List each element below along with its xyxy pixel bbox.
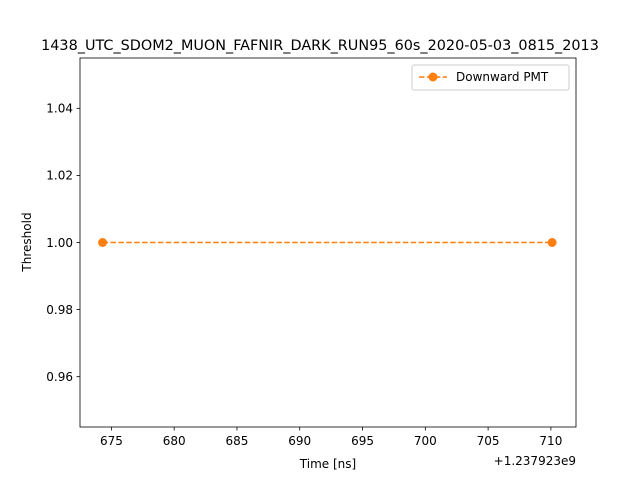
y-tick-label: 1.04 bbox=[46, 102, 73, 116]
x-tick-label: 695 bbox=[351, 434, 374, 448]
series-layer bbox=[98, 238, 557, 247]
x-axis-ticks: 675 680 685 690 695 700 705 710 bbox=[100, 427, 562, 448]
y-axis-label: Threshold bbox=[20, 212, 34, 272]
legend-label-downward-pmt: Downward PMT bbox=[456, 70, 549, 84]
y-tick-label: 0.96 bbox=[46, 370, 73, 384]
legend: Downward PMT bbox=[411, 64, 570, 91]
legend-frame bbox=[411, 64, 570, 91]
data-point bbox=[98, 238, 108, 247]
x-tick-label: 700 bbox=[414, 434, 437, 448]
x-tick-label: 685 bbox=[226, 434, 249, 448]
data-point bbox=[547, 238, 557, 247]
legend-marker bbox=[428, 72, 438, 82]
x-axis-offset-label: +1.237923e9 bbox=[494, 454, 576, 468]
y-tick-label: 1.00 bbox=[46, 236, 73, 250]
x-tick-label: 705 bbox=[477, 434, 500, 448]
x-tick-label: 710 bbox=[539, 434, 562, 448]
x-tick-label: 680 bbox=[163, 434, 186, 448]
x-tick-label: 690 bbox=[288, 434, 311, 448]
x-axis-label: Time [ns] bbox=[299, 457, 356, 471]
chart-title: 1438_UTC_SDOM2_MUON_FAFNIR_DARK_RUN95_60… bbox=[41, 38, 599, 54]
y-tick-label: 0.98 bbox=[46, 303, 73, 317]
plot-frame bbox=[79, 57, 577, 428]
x-tick-label: 675 bbox=[100, 434, 123, 448]
y-tick-label: 1.02 bbox=[46, 169, 73, 183]
y-axis-ticks: 0.96 0.98 1.00 1.02 1.04 bbox=[46, 102, 80, 384]
